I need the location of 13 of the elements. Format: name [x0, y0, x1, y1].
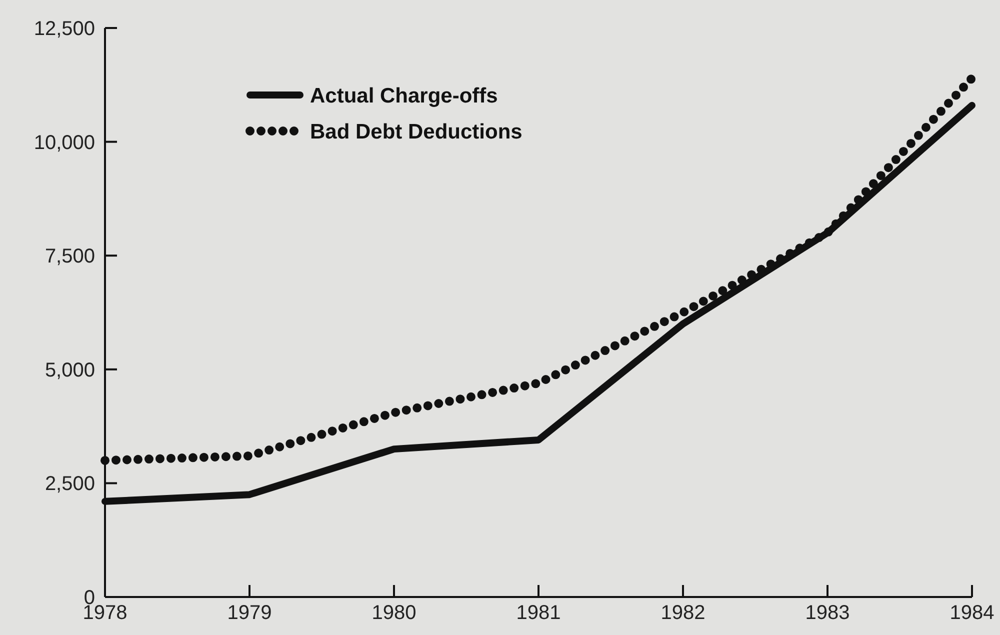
x-tick-label: 1980	[372, 602, 416, 624]
x-tick-label: 1979	[227, 602, 272, 624]
y-tick-label: 2,500	[44, 473, 95, 496]
x-tick-label: 1983	[805, 602, 850, 624]
y-tick-label: 7,500	[44, 246, 95, 268]
x-tick-label: 1984	[950, 602, 994, 624]
legend-label: Actual Charge-offs	[310, 84, 498, 108]
legend-label: Bad Debt Deductions	[310, 120, 522, 144]
y-tick-label: 12,500	[34, 18, 95, 40]
x-tick-label: 1981	[516, 602, 561, 624]
y-tick-label: 10,000	[34, 132, 95, 154]
y-tick-label: 5,000	[44, 359, 95, 382]
x-tick-label: 1982	[660, 602, 706, 624]
